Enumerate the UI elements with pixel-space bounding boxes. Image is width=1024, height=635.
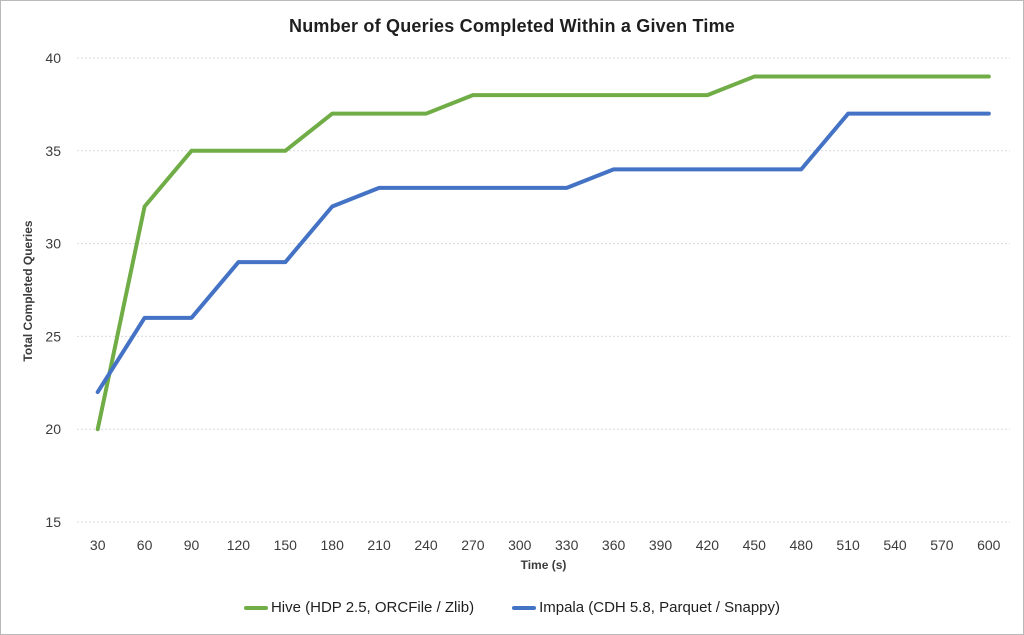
x-tick-label: 330 bbox=[555, 537, 579, 553]
x-tick-label: 90 bbox=[184, 537, 200, 553]
legend-label-impala: Impala (CDH 5.8, Parquet / Snappy) bbox=[539, 599, 781, 616]
y-tick-label: 35 bbox=[45, 143, 61, 159]
x-axis-title: Time (s) bbox=[520, 558, 567, 572]
y-tick-label: 40 bbox=[45, 50, 61, 66]
impala-line-swatch-icon bbox=[512, 605, 537, 610]
x-tick-label: 210 bbox=[367, 537, 391, 553]
y-tick-label: 25 bbox=[45, 328, 61, 344]
x-tick-label: 30 bbox=[90, 537, 106, 553]
x-tick-label: 390 bbox=[649, 537, 673, 553]
legend-item-hive: Hive (HDP 2.5, ORCFile / Zlib) bbox=[243, 599, 475, 616]
x-tick-label: 180 bbox=[321, 537, 345, 553]
x-tick-label: 480 bbox=[790, 537, 814, 553]
y-tick-label: 15 bbox=[45, 514, 61, 530]
x-tick-label: 60 bbox=[137, 537, 153, 553]
x-tick-label: 420 bbox=[696, 537, 720, 553]
series-line-0 bbox=[95, 74, 991, 432]
x-tick-label: 360 bbox=[602, 537, 626, 553]
legend-label-hive: Hive (HDP 2.5, ORCFile / Zlib) bbox=[270, 599, 475, 616]
x-tick-label: 300 bbox=[508, 537, 532, 553]
x-tick-label: 270 bbox=[461, 537, 485, 553]
x-tick-label: 450 bbox=[743, 537, 767, 553]
hive-line-swatch-icon bbox=[243, 605, 268, 610]
x-tick-label: 120 bbox=[227, 537, 251, 553]
y-tick-label: 20 bbox=[45, 421, 61, 437]
x-tick-label: 600 bbox=[977, 537, 1001, 553]
x-tick-label: 570 bbox=[930, 537, 954, 553]
chart-title: Number of Queries Completed Within a Giv… bbox=[289, 16, 735, 36]
legend: Hive (HDP 2.5, ORCFile / Zlib) Impala (C… bbox=[1, 599, 1023, 616]
x-tick-label: 240 bbox=[414, 537, 438, 553]
y-tick-label: 30 bbox=[45, 236, 61, 252]
x-tick-label: 510 bbox=[836, 537, 860, 553]
legend-item-impala: Impala (CDH 5.8, Parquet / Snappy) bbox=[512, 599, 780, 616]
x-tick-label: 540 bbox=[883, 537, 907, 553]
x-tick-label: 150 bbox=[274, 537, 298, 553]
series-line-1 bbox=[95, 111, 991, 395]
